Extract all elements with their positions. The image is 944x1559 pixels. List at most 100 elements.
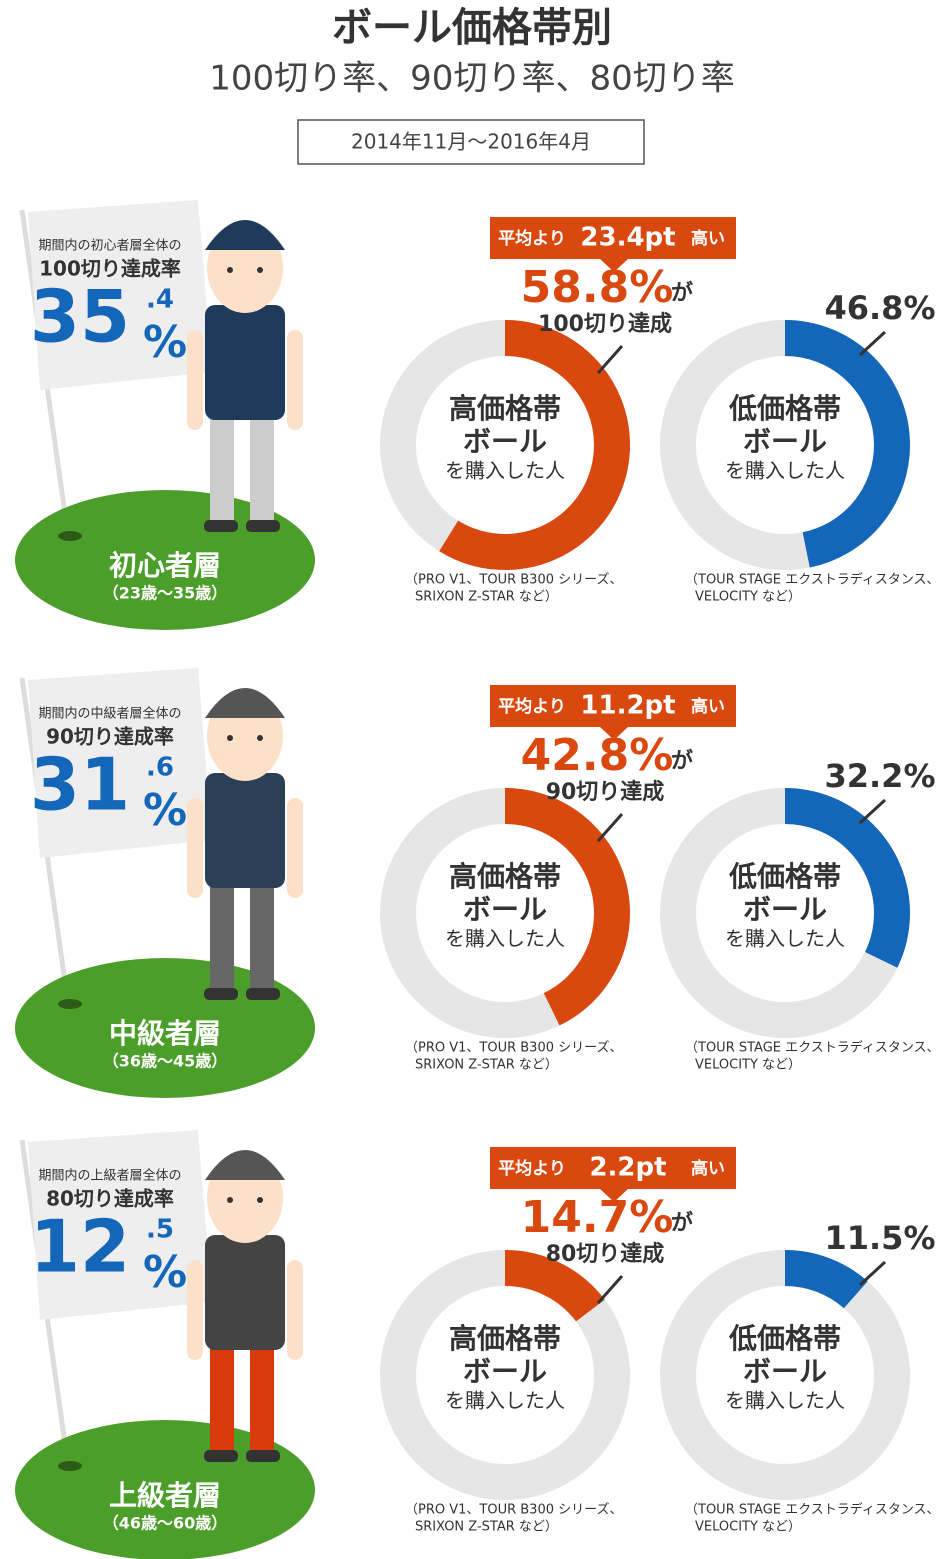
banner (490, 1147, 736, 1189)
note: （PRO V1、TOUR B300 シリーズ、 (405, 572, 622, 588)
eye (257, 1197, 263, 1203)
banner-prefix: 平均より (498, 696, 566, 717)
overall-decimal: .6 (146, 753, 174, 783)
eye (257, 267, 263, 273)
flag-caption: 期間内の中級者層全体の (38, 706, 181, 722)
donut-arc (660, 320, 910, 570)
donut-title: ボール (463, 425, 547, 458)
donut-caption: を購入した人 (725, 927, 845, 951)
banner (490, 685, 736, 727)
donut-caption: を購入した人 (445, 927, 565, 951)
leg (250, 878, 274, 993)
hat (205, 220, 285, 250)
shoe (204, 520, 238, 532)
donut-caption: を購入した人 (445, 1389, 565, 1413)
donut-title: 低価格帯 (728, 392, 841, 425)
note: SRIXON Z-STAR など） (415, 590, 558, 605)
donut-title: ボール (743, 893, 827, 926)
leader (596, 1275, 624, 1304)
donut-title: 高価格帯 (449, 392, 561, 425)
donut-title: 高価格帯 (449, 860, 561, 893)
ages: （23歳～35歳） (103, 584, 228, 603)
leader (596, 813, 624, 842)
arm (287, 798, 303, 898)
value-label: 32.2% (824, 757, 935, 795)
overall-whole: 31 (30, 743, 130, 827)
eye (257, 735, 263, 741)
shoe (204, 988, 238, 1000)
green (15, 490, 315, 630)
overall-unit: % (143, 1247, 187, 1298)
value-label: 14.7% (521, 1192, 674, 1243)
arm (287, 1260, 303, 1360)
leader (858, 1260, 887, 1287)
value-label: 42.8% (521, 730, 674, 781)
donut-title: ボール (743, 1355, 827, 1388)
donut-arc (380, 788, 630, 1038)
arm (187, 330, 203, 430)
hat (205, 688, 285, 718)
arm (187, 798, 203, 898)
particle: が (671, 280, 693, 306)
body (205, 1235, 285, 1350)
note: （TOUR STAGE エクストラディスタンス、 (685, 1040, 940, 1056)
eye (227, 1197, 233, 1203)
value-label: 46.8% (824, 289, 935, 327)
arm (187, 1260, 203, 1360)
body (205, 773, 285, 888)
banner-prefix: 平均より (498, 228, 566, 249)
value-label: 58.8% (521, 262, 674, 313)
banner-value: 2.2pt (589, 1153, 666, 1183)
leader (858, 798, 887, 825)
flag (28, 668, 212, 858)
leg (210, 878, 234, 993)
flag-goal: 90切り達成率 (46, 725, 174, 749)
leader (858, 330, 887, 357)
hat (205, 1150, 285, 1180)
note: （TOUR STAGE エクストラディスタンス、 (685, 572, 940, 588)
overall-whole: 12 (30, 1205, 130, 1289)
leg (210, 1340, 234, 1455)
note: VELOCITY など） (695, 1058, 801, 1073)
banner-tail (600, 727, 628, 740)
particle: が (671, 748, 693, 774)
banner-suffix: 高い (691, 1158, 725, 1179)
donut-arc (380, 320, 630, 570)
banner-value: 11.2pt (580, 691, 675, 721)
banner-suffix: 高い (691, 696, 725, 717)
overall-unit: % (143, 317, 187, 368)
donut-title: 高価格帯 (449, 1322, 561, 1355)
banner-suffix: 高い (691, 228, 725, 249)
donut-arc (660, 1250, 910, 1500)
leg (250, 410, 274, 525)
donut-title: 低価格帯 (728, 1322, 841, 1355)
ages: （36歳～45歳） (103, 1052, 228, 1071)
green (15, 1420, 315, 1559)
level: 初心者層 (109, 549, 221, 582)
donut-title: 低価格帯 (728, 860, 841, 893)
leader (596, 345, 624, 374)
flag (28, 200, 212, 390)
level: 上級者層 (109, 1479, 221, 1512)
banner-tail (600, 259, 628, 272)
banner-value: 23.4pt (580, 223, 675, 253)
banner-tail (600, 1189, 628, 1202)
donut-caption: を購入した人 (725, 1389, 845, 1413)
shoe (246, 520, 280, 532)
body (205, 305, 285, 420)
title: ボール価格帯別 (332, 5, 612, 51)
achievement: 100切り達成 (538, 311, 672, 337)
eye (227, 735, 233, 741)
note: （PRO V1、TOUR B300 シリーズ、 (405, 1502, 622, 1518)
overall-unit: % (143, 785, 187, 836)
donut-caption: を購入した人 (445, 459, 565, 483)
particle: が (671, 1210, 693, 1236)
hole (58, 999, 82, 1009)
note: （PRO V1、TOUR B300 シリーズ、 (405, 1040, 622, 1056)
leg (210, 410, 234, 525)
subtitle: 100切り率、90切り率、80切り率 (209, 59, 734, 99)
donut-title: ボール (463, 893, 547, 926)
donut-caption: を購入した人 (725, 459, 845, 483)
flag-caption: 期間内の上級者層全体の (38, 1168, 181, 1184)
